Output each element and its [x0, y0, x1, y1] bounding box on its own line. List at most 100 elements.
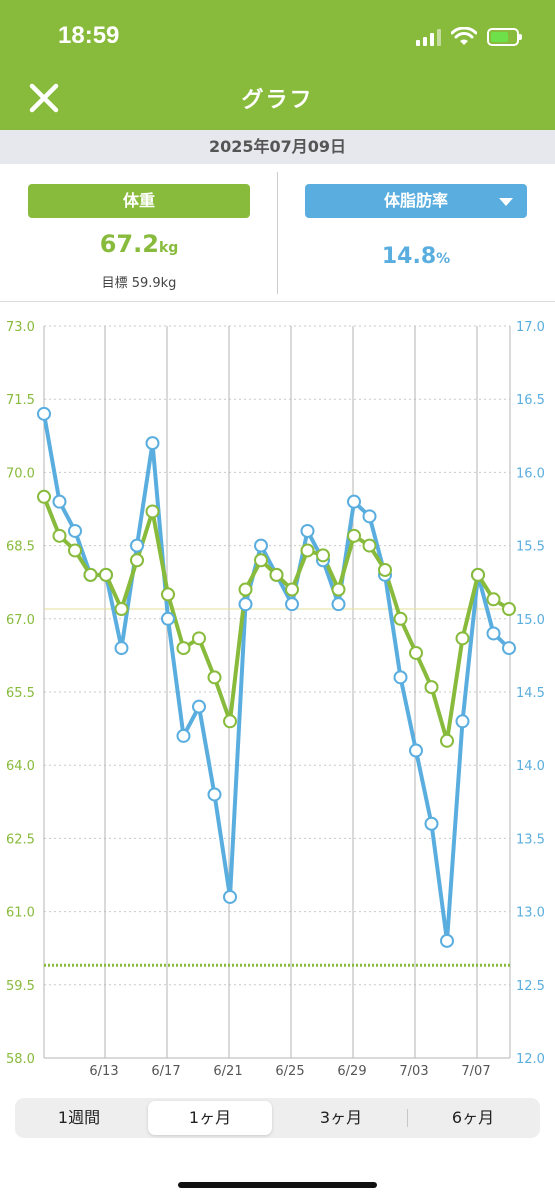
summary-panel — [0, 164, 555, 302]
body-fat-series-line — [42, 413, 511, 943]
weight-button-label: 体重 — [122, 191, 155, 210]
y-right-tick-label: 12.0 — [516, 1052, 545, 1067]
body-fat-data-point — [68, 523, 82, 538]
chevron-down-icon — [499, 198, 513, 206]
weight-data-point — [378, 563, 392, 577]
period-tabs: 1週間 1ヶ月 3ヶ月 6ヶ月 — [15, 1098, 540, 1138]
weight-data-point — [316, 548, 330, 563]
weight-fat-chart[interactable]: 6/13 6/17 6/21 6/25 6/29 7/03 7/07 73.0 71.5 70.0… — [0, 302, 555, 1092]
weight-button[interactable]: 体重 — [28, 184, 250, 218]
x-tick-label: 6/29 — [337, 1064, 366, 1079]
y-right-tick-label: 17.0 — [516, 320, 545, 335]
tab-1-month[interactable]: 1ヶ月 — [148, 1101, 272, 1135]
wifi-icon — [451, 27, 477, 45]
weight-data-point — [455, 631, 470, 646]
y-left-tick-label: 71.5 — [6, 393, 35, 408]
weight-data-point — [207, 670, 222, 685]
y-right-tick-label: 15.0 — [516, 613, 545, 628]
body-fat-data-point — [362, 509, 377, 524]
weight-data-point — [254, 553, 268, 568]
y-right-tick-label: 14.5 — [516, 686, 545, 701]
body-fat-data-point — [37, 406, 51, 421]
home-indicator — [178, 1182, 377, 1188]
body-fat-data-point — [502, 641, 516, 656]
weight-data-point — [192, 631, 206, 646]
weight-data-point — [331, 582, 346, 597]
y-left-tick-label: 73.0 — [6, 320, 35, 335]
y-right-tick-label: 12.5 — [516, 979, 545, 994]
weight-data-point — [486, 592, 501, 607]
tab-separator — [407, 1109, 408, 1127]
weight-goal: 目標 59.9kg — [101, 276, 177, 291]
body-fat-data-point — [223, 889, 237, 904]
tab-1-week[interactable]: 1週間 — [57, 1108, 101, 1127]
body-fat-data-point — [207, 787, 222, 802]
weight-data-point — [37, 489, 51, 504]
x-tick-label: 6/17 — [151, 1064, 180, 1079]
weight-data-point — [440, 733, 454, 748]
weight-data-point — [300, 543, 315, 558]
weight-data-point — [114, 602, 129, 617]
x-tick-label: 6/13 — [89, 1064, 118, 1079]
body-fat-dropdown[interactable]: 体脂肪率 — [305, 184, 527, 218]
weight-data-point — [176, 641, 191, 656]
body-fat-data-point — [300, 523, 315, 538]
date-label: 2025年07月09日 — [0, 130, 555, 164]
weight-data-point — [347, 528, 361, 543]
weight-data-point — [161, 587, 175, 602]
weight-data-point — [393, 611, 408, 626]
page-title: グラフ — [241, 88, 314, 113]
weight-data-point — [223, 714, 237, 729]
weight-data-point — [424, 680, 439, 695]
body-fat-data-point — [161, 611, 175, 626]
x-tick-label: 7/07 — [461, 1064, 490, 1079]
weight-data-point — [99, 567, 113, 582]
body-fat-data-point — [176, 728, 191, 743]
x-tick-label: 7/03 — [399, 1064, 428, 1079]
y-left-tick-label: 67.0 — [6, 613, 35, 628]
panel-divider — [277, 172, 278, 294]
close-icon[interactable] — [28, 82, 60, 114]
weight-data-point — [502, 602, 516, 617]
body-fat-data-point — [145, 436, 160, 451]
x-tick-label: 6/21 — [213, 1064, 242, 1079]
battery-icon — [487, 28, 522, 46]
body-fat-data-point — [192, 699, 206, 714]
weight-data-point — [83, 567, 98, 582]
signal-icon — [416, 28, 441, 46]
weight-data-point — [362, 538, 377, 553]
y-right-tick-label: 16.0 — [516, 466, 545, 481]
body-fat-data-point — [409, 743, 423, 758]
tab-6-months[interactable]: 6ヶ月 — [451, 1108, 495, 1127]
weight-unit: kg — [158, 240, 179, 256]
body-fat-value: 14.8% — [305, 244, 527, 269]
body-fat-button-label: 体脂肪率 — [383, 191, 448, 210]
y-right-tick-label: 14.0 — [516, 759, 545, 774]
y-right-tick-label: 16.5 — [516, 393, 545, 408]
tab-3-months[interactable]: 3ヶ月 — [319, 1108, 363, 1127]
y-left-tick-label: 62.5 — [6, 832, 35, 847]
body-fat-data-point — [238, 597, 253, 612]
body-fat-data-point — [130, 538, 144, 553]
body-fat-data-point — [440, 933, 454, 948]
body-fat-number: 14.8 — [381, 244, 437, 269]
x-tick-label: 6/25 — [275, 1064, 304, 1079]
weight-data-point — [285, 582, 299, 597]
weight-data-point — [269, 567, 284, 582]
weight-data-point — [130, 553, 144, 568]
body-fat-data-point — [347, 494, 361, 509]
y-right-tick-label: 13.5 — [516, 832, 545, 847]
y-right-tick-label: 13.0 — [516, 906, 545, 921]
weight-data-point — [145, 504, 160, 519]
body-fat-unit: % — [436, 251, 451, 267]
body-fat-data-point — [52, 494, 67, 509]
body-fat-data-point — [285, 597, 299, 612]
y-left-tick-label: 64.0 — [6, 759, 35, 774]
y-left-tick-label: 59.5 — [6, 979, 35, 994]
weight-number: 67.2 — [99, 230, 159, 258]
body-fat-data-point — [114, 641, 129, 656]
weight-data-point — [471, 567, 485, 582]
body-fat-data-point — [486, 626, 501, 641]
body-fat-data-point — [331, 597, 346, 612]
weight-value: 67.2kg — [28, 230, 250, 258]
